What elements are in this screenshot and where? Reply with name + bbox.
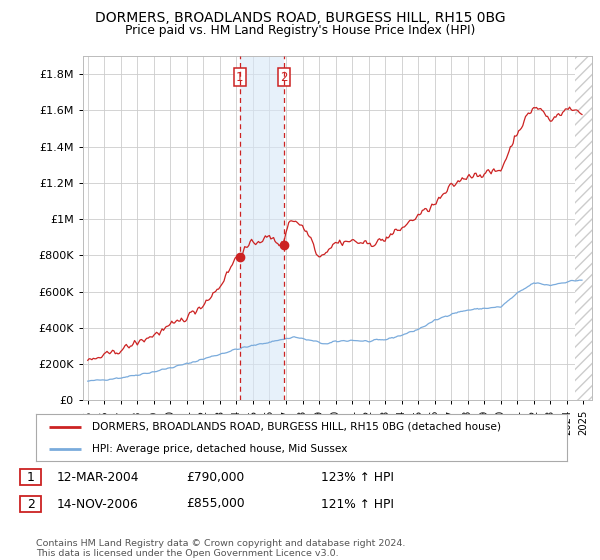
Text: This data is licensed under the Open Government Licence v3.0.: This data is licensed under the Open Gov… [36,549,338,558]
Text: DORMERS, BROADLANDS ROAD, BURGESS HILL, RH15 0BG (detached house): DORMERS, BROADLANDS ROAD, BURGESS HILL, … [92,422,501,432]
Text: 2: 2 [280,71,288,83]
Text: 1: 1 [236,71,244,83]
Text: £790,000: £790,000 [186,470,244,484]
Text: 121% ↑ HPI: 121% ↑ HPI [321,497,394,511]
Text: 2: 2 [26,497,35,511]
Text: Price paid vs. HM Land Registry's House Price Index (HPI): Price paid vs. HM Land Registry's House … [125,24,475,37]
Bar [240,56,284,400]
Bar [575,56,592,400]
Text: £855,000: £855,000 [186,497,245,511]
Text: HPI: Average price, detached house, Mid Sussex: HPI: Average price, detached house, Mid … [92,444,347,454]
Text: Contains HM Land Registry data © Crown copyright and database right 2024.: Contains HM Land Registry data © Crown c… [36,539,406,548]
Text: DORMERS, BROADLANDS ROAD, BURGESS HILL, RH15 0BG: DORMERS, BROADLANDS ROAD, BURGESS HILL, … [95,11,505,25]
Text: 12-MAR-2004: 12-MAR-2004 [57,470,139,484]
Text: 1: 1 [26,470,35,484]
Text: 14-NOV-2006: 14-NOV-2006 [57,497,139,511]
Text: 123% ↑ HPI: 123% ↑ HPI [321,470,394,484]
